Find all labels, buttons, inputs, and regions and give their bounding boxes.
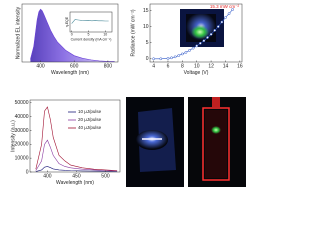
marker xyxy=(220,20,224,24)
plot-frame xyxy=(21,3,119,63)
marker xyxy=(159,57,163,61)
x-tick-label: 4 xyxy=(152,63,155,69)
inset-photo xyxy=(180,9,224,47)
x-tick-label: 10 xyxy=(194,63,200,69)
marker xyxy=(188,49,191,52)
marker xyxy=(173,55,177,59)
x-tick-label: 400 xyxy=(36,63,45,69)
y-axis-label: Radiance (mW cm⁻²) xyxy=(130,9,136,56)
x-tick-label: 5 xyxy=(88,33,90,37)
legend-label: 20 μJ/pulse xyxy=(78,117,102,122)
x-tick-label: 500 xyxy=(101,173,110,179)
x-tick-label: 400 xyxy=(43,173,52,179)
y-tick-label: 10000 xyxy=(15,155,29,161)
photo-red xyxy=(188,97,246,187)
x-axis-label: Wavelength (nm) xyxy=(51,70,89,76)
x-axis-label: Voltage (V) xyxy=(184,70,209,76)
x-tick-label: 0 xyxy=(71,33,73,37)
y-tick-label: 50000 xyxy=(15,100,29,106)
line-series xyxy=(35,106,118,171)
line-series xyxy=(35,166,118,172)
x-tick-label: 6 xyxy=(167,63,170,69)
y-tick-label: 10 xyxy=(143,24,149,30)
marker xyxy=(227,12,231,16)
marker xyxy=(180,52,184,56)
marker xyxy=(198,41,202,45)
marker xyxy=(209,32,213,36)
x-axis-label: Wavelength (nm) xyxy=(56,180,94,186)
x-tick-label: 10 xyxy=(103,33,107,37)
y-tick-label: 0 xyxy=(26,169,29,175)
marker xyxy=(170,56,173,60)
marker xyxy=(202,39,206,43)
annotation: 15.3 mW cm⁻² xyxy=(210,4,240,9)
marker xyxy=(177,54,181,57)
legend-label: 40 μJ/pulse xyxy=(78,125,102,130)
plot-frame xyxy=(29,99,121,173)
page: {"chart_data":[ {"type":"area","x_label"… xyxy=(10,3,246,187)
area-line xyxy=(30,8,115,62)
y-tick-label: 40000 xyxy=(15,114,29,120)
x-tick-label: 800 xyxy=(104,63,113,69)
y-tick-label: 0 xyxy=(146,56,149,62)
marker xyxy=(166,57,170,60)
marker xyxy=(195,44,199,48)
x-axis-label: Current density (mA cm⁻²) xyxy=(71,37,112,41)
plot-frame xyxy=(69,11,113,33)
x-tick-label: 16 xyxy=(237,63,243,69)
marker xyxy=(184,50,188,54)
line-series xyxy=(71,19,109,24)
area-fill xyxy=(30,9,115,62)
marker xyxy=(152,57,155,61)
marker xyxy=(224,16,227,19)
x-tick-label: 14 xyxy=(223,63,229,69)
x-tick-label: 8 xyxy=(181,63,184,69)
plot-frame xyxy=(149,3,243,63)
y-tick-label: 20000 xyxy=(15,142,29,148)
marker xyxy=(216,25,220,28)
y-tick-label: 15 xyxy=(143,8,149,14)
y-tick-label: 30000 xyxy=(15,128,29,134)
marker xyxy=(213,29,217,32)
x-tick-label: 450 xyxy=(72,173,81,179)
inset-bg xyxy=(70,12,112,32)
y-tick-label: 5 xyxy=(146,40,149,46)
x-tick-label: 600 xyxy=(70,63,79,69)
y-axis-label: Normalized EL intensity xyxy=(15,6,21,59)
legend-label: 10 μJ/pulse xyxy=(78,109,102,114)
x-tick-label: 12 xyxy=(208,63,214,69)
marker xyxy=(206,36,209,39)
y-axis-label: Intensity (a.u.) xyxy=(10,120,16,152)
line-series xyxy=(35,139,118,172)
y-axis-label: η-EQE xyxy=(65,16,69,27)
marker xyxy=(191,46,195,50)
marker xyxy=(231,8,235,11)
photo-blue xyxy=(126,97,184,187)
